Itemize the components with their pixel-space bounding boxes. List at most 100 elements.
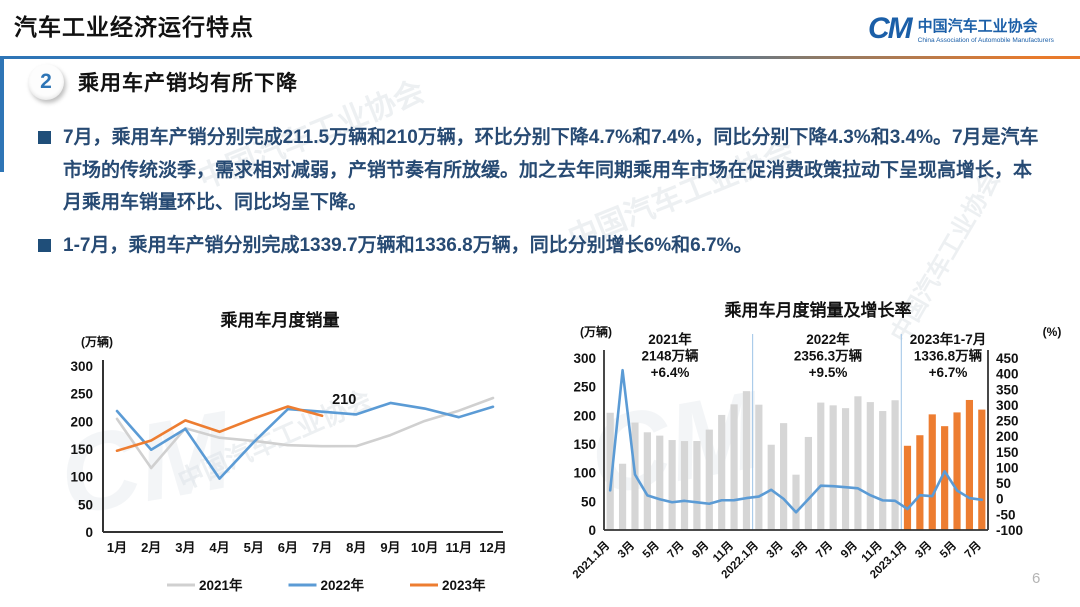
sales-bar [941,426,949,530]
y-axis-left-unit: (万辆) [580,324,612,339]
x-tick-label: 5月 [937,539,959,561]
year-summary-annotation: +6.7% [929,365,968,380]
year-summary-annotation: 2023年1-7月 [910,331,987,347]
org-logo: CM 中国汽车工业协会 China Association of Automob… [868,6,1068,52]
sales-bar [680,441,689,530]
year-summary-annotation: +9.5% [809,365,848,380]
cm-logo-icon: CM [868,12,913,45]
series-line-2021年 [115,396,495,470]
x-tick-label: 11月 [445,540,472,555]
x-tick-label: 1月 [107,540,127,555]
y-tick-label-right: 450 [996,351,1019,366]
y-tick-label-right: 250 [996,414,1019,429]
sales-bar [854,396,862,530]
sales-bar [742,391,751,530]
x-tick-label: 4月 [209,540,229,555]
growth-rate-line [608,368,984,514]
x-tick-label: 3月 [764,539,786,561]
x-tick-label: 2021.1月 [570,539,612,581]
sales-bar [978,409,986,530]
sales-bar [866,402,874,530]
y-tick-label: 0 [85,525,93,540]
x-tick-label: 3月 [175,540,195,555]
section-title: 乘用车产销均有所下降 [78,72,298,95]
sales-bar [730,404,738,530]
y-tick-label-left: 100 [573,466,596,481]
year-summary-annotation: +6.4% [651,365,690,380]
bullet-square-icon [38,131,51,144]
sales-bar [817,402,825,530]
sales-bar [804,436,812,530]
section-number-badge: 2 [28,64,64,100]
sales-bar [879,411,887,530]
year-summary-annotation: 1336.8万辆 [914,348,983,364]
x-tick-label: 6月 [278,540,298,555]
bullet-square-icon [38,239,51,253]
x-tick-label: 10月 [411,540,438,555]
y-tick-label-right: -50 [996,507,1016,522]
year-summary-annotation: 2021年 [648,331,692,347]
page-number: 6 [1032,570,1041,587]
y-tick-label: 150 [70,442,93,457]
y-tick-label: 200 [70,414,93,429]
x-tick-label: 7月 [962,539,984,561]
legend-label: 2022年 [321,577,365,593]
legend-label: 2021年 [199,577,243,593]
y-tick-label-right: 200 [996,429,1019,444]
sales-bar [916,435,924,530]
x-tick-label: 5月 [244,540,264,555]
y-tick-label-right: 100 [996,460,1019,475]
data-label: 210 [332,392,356,408]
sales-bar [792,474,800,530]
sales-bar [668,440,676,530]
header-divider [0,56,1080,59]
sales-bar [829,405,837,530]
monthly-sales-growth-combo-chart: 乘用车月度销量及增长率(万辆) (%)050100150200250300-100… [570,300,1061,581]
y-tick-label: 50 [78,497,93,512]
logo-name-cn: 中国汽车工业协会 [917,17,1038,35]
year-summary-annotation: 2022年 [806,331,850,347]
monthly-sales-line-chart: 乘用车月度销量 (万辆) 0 50 100 150 200 250 300 1月 2月 3月 4月 5月 6… [70,310,506,593]
list-item: 1-7月，乘用车产销分别完成1339.7万辆和1336.8万辆，同比分别增长6%… [38,230,1050,263]
chart-title: 乘用车月度销量及增长率 [724,300,912,320]
x-tick-label: 7月 [312,540,332,555]
y-tick-label-left: 300 [573,351,596,366]
series-line-2023年 [115,405,324,453]
x-tick-label: 7月 [665,539,687,561]
sales-bar [656,435,664,530]
sales-bar [705,429,713,530]
x-tick-label: 5月 [640,539,662,561]
y-tick-label-left: 150 [573,437,596,452]
left-accent-strip [0,59,4,172]
bullet-text: 7月，乘用车产销分别完成211.5万辆和210万辆，环比分别下降4.7%和7.4… [63,127,1039,214]
x-tick-label: 9月 [838,539,860,561]
y-tick-label: 250 [70,387,93,402]
sales-bar [903,445,912,530]
year-summary-annotation: 2148万辆 [641,348,699,364]
year-summary-annotation: 2356.3万辆 [794,348,863,364]
page-title: 汽车工业经济运行特点 [14,14,254,40]
y-tick-label: 300 [70,359,93,374]
sales-bar [693,441,701,530]
sales-bar [755,404,763,530]
y-tick-label-left: 200 [573,408,596,423]
y-tick-label-left: 250 [573,380,596,395]
section-header: 2 乘用车产销均有所下降 [28,64,298,100]
x-tick-label: 5月 [789,539,811,561]
sales-bar [953,412,961,530]
sales-bar [606,412,614,530]
sales-bar [928,414,936,530]
sales-bar [767,444,775,530]
x-tick-label: 8月 [346,540,366,555]
y-tick-label-left: 0 [588,523,596,538]
logo-name-en: China Association of Automobile Manufact… [917,36,1054,44]
y-axis-unit: (万辆) [81,334,113,349]
list-item: 7月，乘用车产销分别完成211.5万辆和210万辆，环比分别下降4.7%和7.4… [38,122,1050,220]
y-tick-label-right: 0 [996,492,1004,507]
x-tick-label: 3月 [615,539,637,561]
x-tick-label: 3月 [913,539,935,561]
x-tick-label: 2月 [141,540,161,555]
sales-bar [780,423,788,530]
y-tick-label-right: 150 [996,445,1019,460]
